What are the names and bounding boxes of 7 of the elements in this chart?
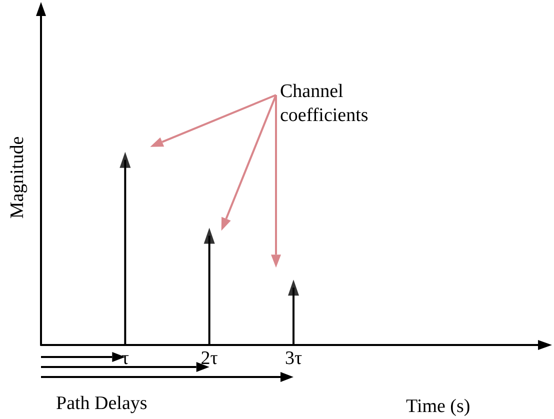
y-axis-title: Magnitude [7, 136, 28, 219]
text: Path Delays [56, 392, 148, 416]
x-tick-label: 3τ [284, 348, 302, 369]
text: Channel coefficients [280, 80, 370, 128]
x-tick-label: τ [121, 348, 130, 369]
x-axis-title: Time (s) [406, 396, 470, 417]
x-tick-label: 2τ [200, 348, 218, 369]
